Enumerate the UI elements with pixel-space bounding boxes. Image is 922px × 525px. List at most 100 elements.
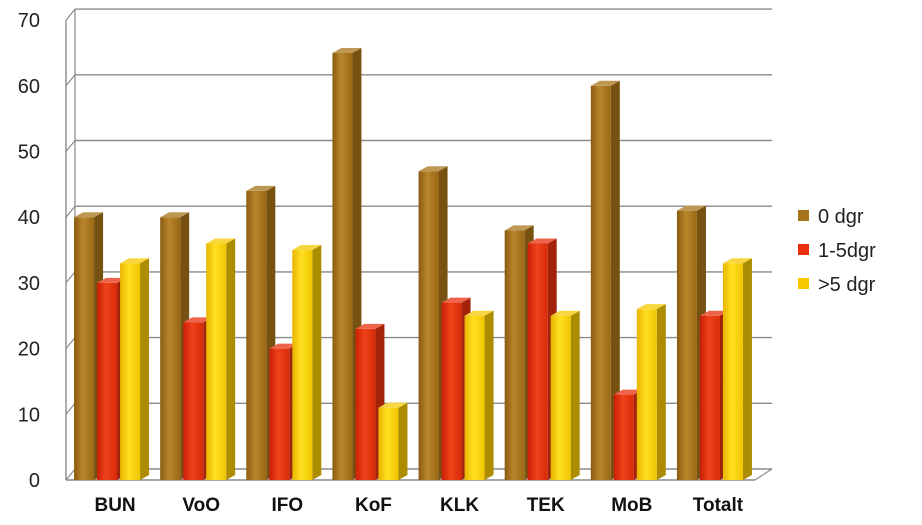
bar-front (74, 217, 95, 480)
bar (550, 310, 580, 480)
bar-front (722, 263, 743, 480)
bar-front (160, 217, 181, 480)
x-category-label: KoF (355, 495, 392, 516)
bar-top (97, 277, 127, 283)
bar-front (550, 315, 571, 480)
bar-front (269, 348, 290, 480)
bar-front (676, 210, 697, 480)
legend-item: 0 dgr (798, 206, 864, 228)
x-category-label: IFO (271, 495, 303, 516)
bar-top (464, 310, 494, 316)
gridline-depth (65, 337, 76, 349)
bar-top (269, 343, 299, 349)
bar-top (183, 317, 213, 323)
y-tick-label: 20 (18, 339, 40, 361)
bar-top (699, 310, 729, 316)
y-tick-label: 10 (18, 404, 40, 426)
bar-side (312, 245, 322, 480)
bar (292, 245, 322, 480)
bar-front (378, 407, 399, 480)
bar-top (527, 238, 557, 244)
legend-label: 1-5dgr (818, 240, 876, 262)
x-category-label: Totalt (693, 495, 744, 516)
y-tick-label: 60 (18, 76, 40, 98)
bar-front (418, 171, 439, 480)
gridline-depth (65, 271, 76, 284)
bar (378, 402, 408, 480)
bar-side (656, 304, 666, 480)
bar-side (610, 80, 620, 481)
bar-side (742, 258, 752, 480)
legend-item: 1-5dgr (798, 240, 876, 262)
bar (722, 258, 752, 480)
bar-front (527, 243, 548, 480)
bar-top (418, 166, 448, 172)
floor-right-edge (754, 468, 773, 481)
bar-top (613, 389, 643, 395)
bar-front (441, 302, 462, 480)
bar-front (332, 52, 353, 480)
bar-top (590, 80, 620, 86)
bar (590, 80, 620, 481)
bar-top (676, 205, 706, 211)
gridline-depth (65, 140, 76, 152)
bar-side (484, 310, 494, 480)
bar-front (699, 315, 720, 480)
bar-front (206, 243, 227, 480)
x-category-label: KLK (440, 495, 479, 516)
bar-side (570, 310, 580, 480)
bar-front (590, 85, 611, 481)
gridline-depth (65, 74, 76, 87)
x-axis: BUN VoO IFO KoF KLK TEK MoB Totalt (94, 495, 743, 516)
legend-swatch (798, 244, 809, 255)
bar-front (613, 394, 634, 480)
bar-top (292, 245, 322, 251)
x-category-label: TEK (527, 495, 565, 516)
y-tick-label: 70 (18, 10, 40, 32)
bar-top (636, 304, 666, 310)
bar (206, 238, 236, 480)
bar-top (378, 402, 408, 408)
gridline-depth (65, 8, 76, 21)
bar-top (120, 258, 150, 264)
legend: 0 dgr 1-5dgr >5 dgr (798, 206, 876, 296)
legend-label: >5 dgr (818, 274, 876, 296)
bar (120, 258, 150, 480)
bar-top (332, 47, 362, 53)
y-tick-label: 0 (29, 470, 40, 492)
bar-front (183, 322, 204, 480)
bar (636, 304, 666, 480)
x-category-label: MoB (611, 495, 652, 516)
y-tick-label: 40 (18, 207, 40, 229)
bar-top (441, 297, 471, 303)
bar-side (226, 238, 236, 480)
x-category-label: BUN (94, 495, 135, 516)
bar-front (636, 309, 657, 480)
bars (74, 47, 752, 481)
bar-top (160, 212, 190, 218)
bar-side (398, 402, 408, 480)
bar (355, 323, 385, 480)
bar-top (74, 212, 104, 218)
bar-front (464, 315, 485, 480)
bar-top (504, 225, 534, 231)
gridline-depth (65, 205, 76, 218)
bar-front (97, 282, 118, 480)
bar-side (140, 258, 150, 480)
legend-swatch (798, 210, 809, 221)
bar-front (246, 190, 267, 481)
bar-top (206, 238, 236, 244)
y-tick-label: 30 (18, 273, 40, 295)
legend-item: >5 dgr (798, 274, 876, 296)
bar-top (722, 258, 752, 264)
bar-top (246, 185, 276, 191)
bar-front (292, 250, 313, 480)
bar-front (504, 230, 525, 480)
y-tick-label: 50 (18, 142, 40, 164)
bar (464, 310, 494, 480)
bar-top (550, 310, 580, 316)
gridline-depth (65, 402, 76, 415)
gridline-depth (65, 468, 76, 481)
legend-label: 0 dgr (818, 206, 864, 228)
